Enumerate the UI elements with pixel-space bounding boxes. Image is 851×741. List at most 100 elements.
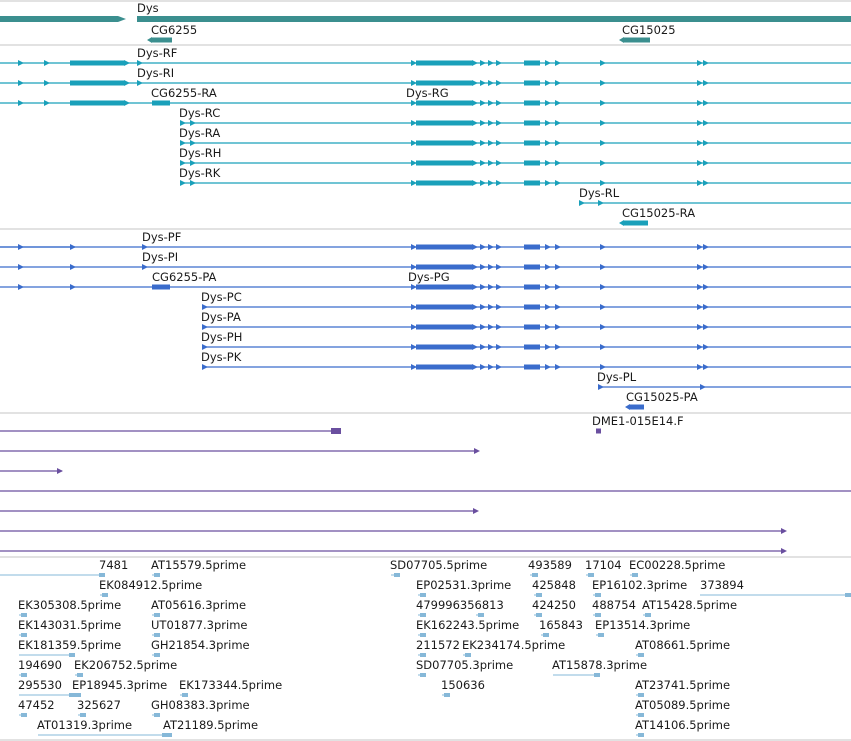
transcript-exon bbox=[70, 100, 124, 106]
est-label: 425848 bbox=[532, 578, 576, 592]
est-feature bbox=[21, 613, 27, 617]
protein-exon-arrow bbox=[488, 304, 494, 310]
transcript-exon-arrow bbox=[703, 120, 709, 126]
transcript-exon-arrow bbox=[496, 120, 502, 126]
protein-exon-arrow bbox=[555, 304, 561, 310]
est-feature bbox=[536, 593, 542, 597]
gene-feature-dys bbox=[0, 16, 118, 22]
est-label: AT14106.5prime bbox=[635, 718, 730, 732]
transcript-exon bbox=[524, 120, 540, 126]
protein-exon-arrow bbox=[555, 344, 561, 350]
protein-exon bbox=[416, 284, 472, 290]
transcript-exon-arrow bbox=[496, 140, 502, 146]
transcript-exon-arrow bbox=[411, 60, 417, 66]
transcript-exon-arrow bbox=[703, 80, 709, 86]
transcript-exon-arrow bbox=[555, 80, 561, 86]
est-feature bbox=[420, 613, 426, 617]
est-label: EK234174.5prime bbox=[462, 638, 565, 652]
est-feature bbox=[588, 573, 594, 577]
est-feature bbox=[465, 653, 471, 657]
protein-exon-arrow bbox=[480, 244, 486, 250]
protein-exon-arrow bbox=[142, 244, 148, 250]
gene-label: CG6255 bbox=[151, 23, 197, 37]
protein-exon-arrow bbox=[703, 304, 709, 310]
protein-exon-arrow bbox=[703, 244, 709, 250]
est-feature bbox=[166, 733, 172, 737]
transcript-exon-arrow bbox=[411, 140, 417, 146]
transcript-exon bbox=[70, 80, 124, 86]
est-feature bbox=[154, 653, 160, 657]
est-feature bbox=[595, 613, 601, 617]
transcript-exon-arrow bbox=[496, 100, 502, 106]
protein-label: Dys-PH bbox=[201, 330, 242, 344]
protein-exon-arrow bbox=[697, 364, 703, 370]
transcript-label: Dys-RL bbox=[579, 186, 620, 200]
est-label: AT15579.5prime bbox=[151, 558, 246, 572]
protein-exon-arrow bbox=[488, 264, 494, 270]
cdna-label: DME1-015E14.F bbox=[592, 414, 684, 428]
transcript-exon-arrow bbox=[600, 80, 606, 86]
protein-exon-arrow bbox=[411, 264, 417, 270]
gene-label: Dys bbox=[137, 1, 159, 15]
transcript-exon-arrow bbox=[600, 120, 606, 126]
protein-exon bbox=[416, 304, 472, 310]
protein-label: CG6255-PA bbox=[152, 270, 217, 284]
protein-exon-arrow bbox=[18, 244, 24, 250]
protein-label: Dys-PA bbox=[201, 310, 241, 324]
transcript-exon-arrow bbox=[480, 60, 486, 66]
protein-exon bbox=[416, 244, 472, 250]
est-label: 479996356813 bbox=[416, 598, 504, 612]
transcript-exon-arrow bbox=[600, 140, 606, 146]
transcript-exon-arrow bbox=[545, 80, 551, 86]
transcript-exon-arrow bbox=[555, 120, 561, 126]
transcript-exon bbox=[152, 100, 170, 106]
protein-label: Dys-PG bbox=[408, 270, 450, 284]
protein-exon-arrow bbox=[488, 244, 494, 250]
est-label: 424250 bbox=[532, 598, 576, 612]
transcript-exon bbox=[416, 120, 472, 126]
transcript-exon-arrow bbox=[411, 100, 417, 106]
cdna-feature bbox=[57, 468, 63, 474]
transcript-exon-arrow bbox=[180, 180, 186, 186]
transcript-exon-arrow bbox=[180, 140, 186, 146]
protein-exon-arrow bbox=[600, 244, 606, 250]
est-feature bbox=[102, 593, 108, 597]
protein-exon-arrow bbox=[600, 304, 606, 310]
protein-exon-arrow bbox=[703, 284, 709, 290]
transcript-exon bbox=[416, 60, 472, 66]
est-label: 325627 bbox=[77, 698, 121, 712]
est-feature bbox=[21, 633, 27, 637]
protein-exon-arrow bbox=[600, 344, 606, 350]
est-feature bbox=[638, 733, 644, 737]
est-feature bbox=[420, 593, 426, 597]
transcript-exon bbox=[416, 100, 472, 106]
protein-exon-arrow bbox=[411, 284, 417, 290]
est-label: AT01319.3prime bbox=[37, 718, 132, 732]
transcript-exon-arrow bbox=[190, 160, 196, 166]
protein-exon-arrow bbox=[545, 364, 551, 370]
protein-exon-arrow bbox=[697, 304, 703, 310]
transcript-exon-arrow bbox=[472, 160, 478, 166]
protein-label: Dys-PF bbox=[142, 230, 181, 244]
est-label: EK305308.5prime bbox=[18, 598, 121, 612]
transcript-exon-arrow bbox=[496, 180, 502, 186]
protein-exon-arrow bbox=[411, 244, 417, 250]
transcript-exon-arrow bbox=[480, 120, 486, 126]
cdna-feature bbox=[596, 428, 601, 434]
est-feature bbox=[75, 693, 81, 697]
est-feature bbox=[154, 573, 160, 577]
transcript-exon-arrow bbox=[496, 80, 502, 86]
protein-exon-arrow bbox=[555, 284, 561, 290]
transcript-exon-arrow bbox=[697, 140, 703, 146]
transcript-exon-arrow bbox=[703, 100, 709, 106]
transcript-exon-arrow bbox=[137, 80, 143, 86]
protein-label: Dys-PL bbox=[597, 370, 637, 384]
transcript-exon bbox=[70, 60, 124, 66]
protein-exon-arrow bbox=[545, 344, 551, 350]
est-label: 488754 bbox=[592, 598, 636, 612]
est-label: UT01877.3prime bbox=[151, 618, 248, 632]
transcript-exon-arrow bbox=[190, 120, 196, 126]
transcript-exon bbox=[624, 220, 648, 226]
protein-label: Dys-PC bbox=[201, 290, 242, 304]
est-feature bbox=[420, 653, 426, 657]
